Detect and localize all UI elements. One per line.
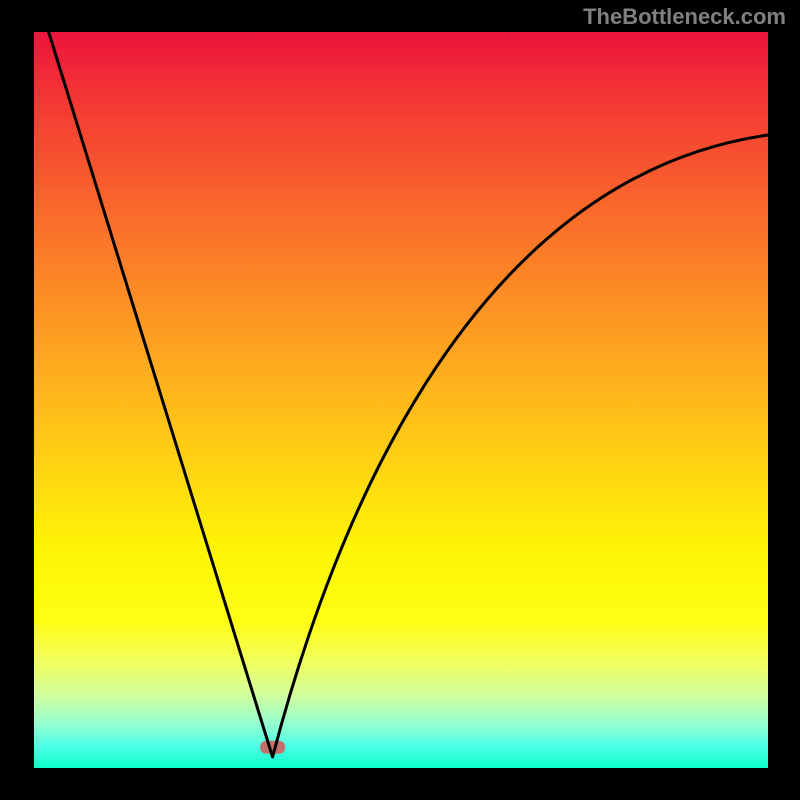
curve xyxy=(34,32,768,768)
plot-area xyxy=(34,32,768,768)
chart-root: TheBottleneck.com xyxy=(0,0,800,800)
frame-right xyxy=(768,0,800,800)
frame-bottom xyxy=(0,768,800,800)
watermark-text: TheBottleneck.com xyxy=(583,4,786,30)
frame-left xyxy=(0,0,34,800)
